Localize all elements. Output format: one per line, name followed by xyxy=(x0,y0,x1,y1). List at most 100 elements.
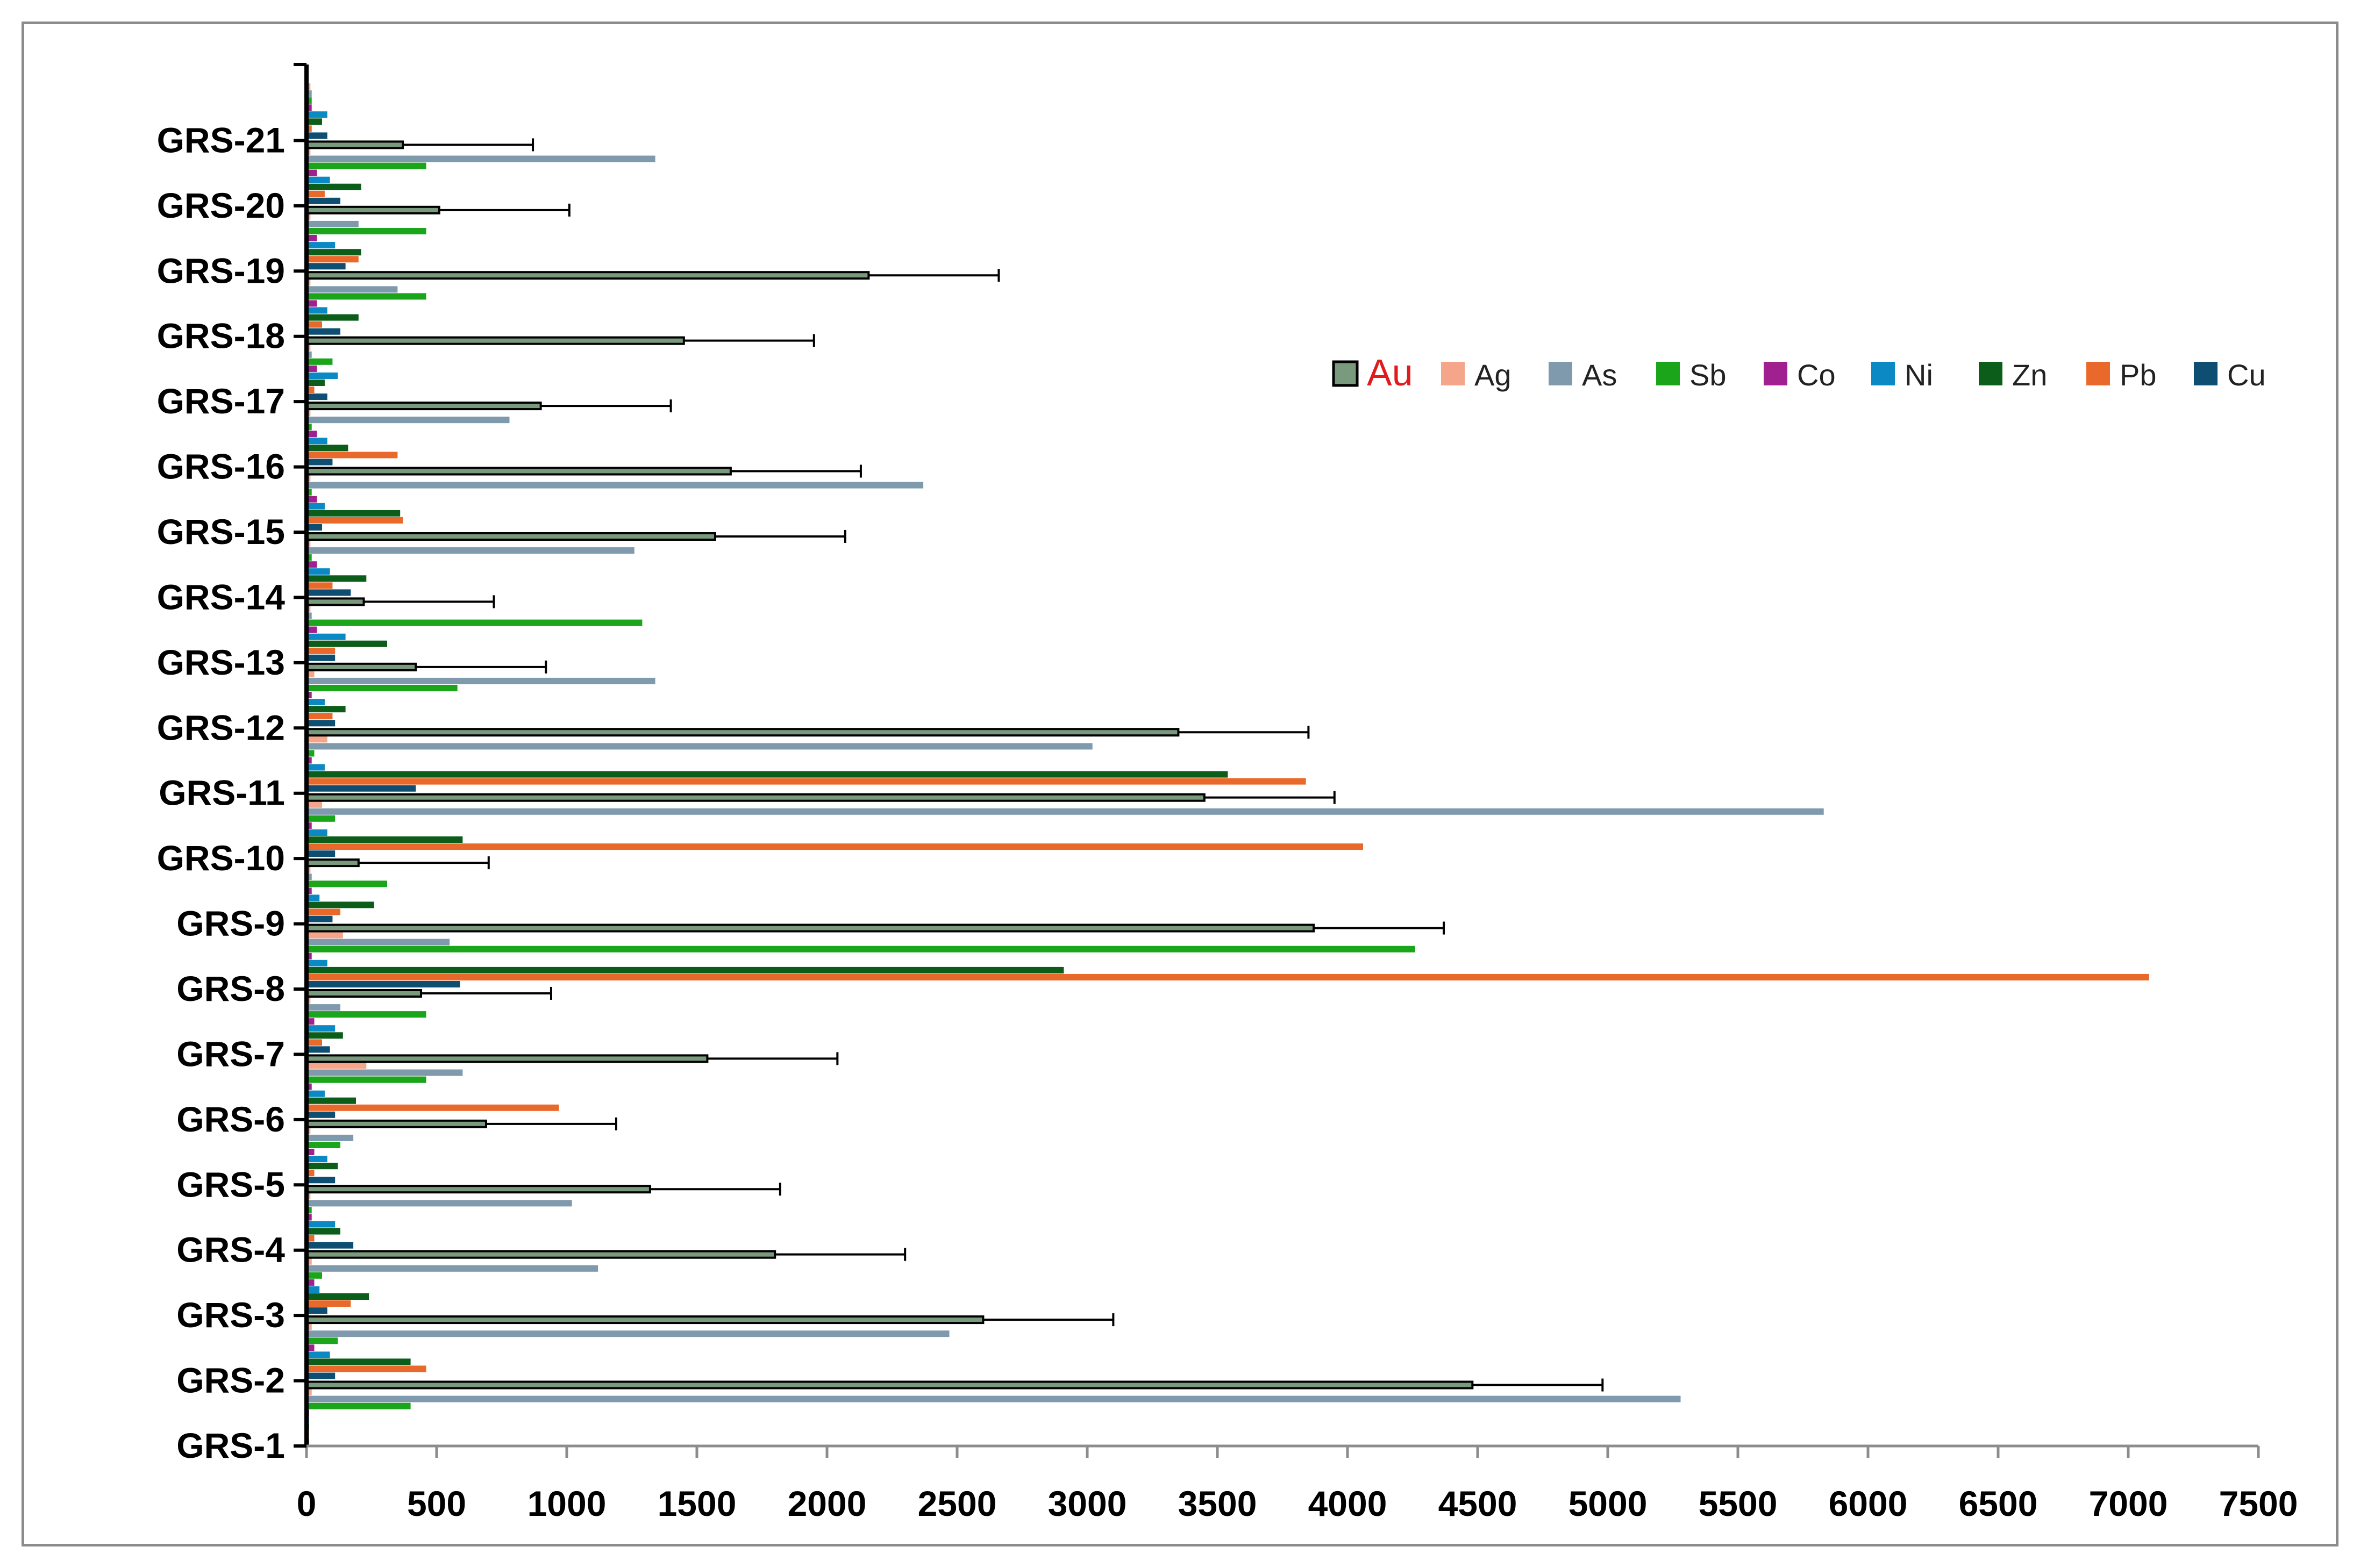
x-tick-labels: 0 500 1000 1500 2000 2500 3000 3500 4000 4500 5000… xyxy=(297,1484,2298,1523)
y-tick-label: GRS-14 xyxy=(157,577,286,617)
bar-zn-grs-14 xyxy=(306,575,367,582)
bar-ni-grs-19 xyxy=(306,242,336,249)
legend-swatch-cu xyxy=(2194,362,2218,385)
legend-label-au: Au xyxy=(1367,352,1413,393)
bar-co-grs-15 xyxy=(306,496,317,503)
bar-au-grs-18 xyxy=(305,271,870,280)
bar-sb-grs-5 xyxy=(306,1142,340,1148)
bar-zn-grs-9 xyxy=(306,901,374,908)
y-tick-label: GRS-18 xyxy=(157,316,285,356)
bar-as-grs-20 xyxy=(306,155,655,162)
bar-ni-grs-17 xyxy=(306,373,338,379)
bar-cu-grs-15 xyxy=(306,524,322,531)
bar-sb-grs-21 xyxy=(306,97,312,104)
y-tick-label: GRS-7 xyxy=(176,1034,285,1073)
bar-au-grs-7 xyxy=(305,989,422,998)
bar-cu-grs-8 xyxy=(306,981,460,987)
x-tick-label: 1500 xyxy=(658,1484,737,1523)
bar-sb-grs-19 xyxy=(306,228,426,234)
bar-co-grs-4 xyxy=(306,1214,312,1221)
bar-pb-grs-8 xyxy=(306,973,2149,980)
bar-as-grs-19 xyxy=(306,220,359,227)
bar-ag-grs-3 xyxy=(306,1258,312,1265)
bar-sb-grs-9 xyxy=(306,880,387,887)
bar-pb-grs-16 xyxy=(306,452,398,459)
bar-cu-grs-5 xyxy=(306,1177,336,1184)
y-tick-label: GRS-3 xyxy=(176,1295,285,1335)
x-tick-label: 6000 xyxy=(1829,1484,1908,1523)
bar-pb-grs-10 xyxy=(306,843,1363,850)
bar-sb-grs-13 xyxy=(306,619,643,626)
bar-pb-grs-12 xyxy=(306,713,333,720)
bar-co-grs-9 xyxy=(306,887,312,894)
bar-as-grs-5 xyxy=(306,1134,354,1141)
bar-co-grs-8 xyxy=(306,953,312,960)
bar-as-grs-3 xyxy=(306,1265,598,1272)
bar-ni-grs-3 xyxy=(306,1286,320,1293)
bar-pb-grs-6 xyxy=(306,1104,559,1111)
x-tick-label: 5000 xyxy=(1568,1484,1648,1523)
bar-cu-grs-11 xyxy=(306,785,416,792)
legend-label-ag: Ag xyxy=(1474,358,1511,392)
x-tick-label: 2500 xyxy=(918,1484,997,1523)
x-tick-label: 4000 xyxy=(1308,1484,1387,1523)
legend-swatch-as xyxy=(1549,362,1572,385)
axes-layer xyxy=(294,63,2260,1458)
x-tick-label: 0 xyxy=(297,1484,317,1523)
legend-swatch-ag xyxy=(1441,362,1465,385)
bar-ag-grs-8 xyxy=(306,932,343,939)
bar-co-grs-20 xyxy=(306,169,317,176)
bar-as-grs-11 xyxy=(306,743,1093,750)
bar-ni-grs-8 xyxy=(306,960,327,966)
bar-ni-grs-13 xyxy=(306,633,346,640)
bar-pb-grs-9 xyxy=(306,908,340,915)
x-tick-label: 5500 xyxy=(1699,1484,1778,1523)
y-tick-label: GRS-15 xyxy=(157,512,285,552)
bar-pb-grs-21 xyxy=(306,125,312,132)
bar-as-grs-18 xyxy=(306,286,398,293)
bar-zn-grs-17 xyxy=(306,380,325,386)
bar-co-grs-10 xyxy=(306,822,312,829)
bar-co-grs-17 xyxy=(306,365,317,372)
x-tick-label: 1000 xyxy=(527,1484,607,1523)
y-tick-label: GRS-9 xyxy=(176,904,285,943)
bar-au-grs-2 xyxy=(305,1315,985,1324)
bar-as-grs-8 xyxy=(306,939,450,946)
legend-swatch-pb xyxy=(2086,362,2110,385)
bar-zn-grs-4 xyxy=(306,1228,340,1235)
legend-label-ni: Ni xyxy=(1905,358,1933,392)
bar-sb-grs-18 xyxy=(306,293,426,300)
legend-swatch-co xyxy=(1764,362,1787,385)
bar-au-grs-3 xyxy=(305,1250,776,1259)
bar-cu-grs-21 xyxy=(306,132,327,139)
bar-cu-grs-4 xyxy=(306,1242,354,1249)
y-tick-label: GRS-2 xyxy=(176,1361,285,1400)
bar-pb-grs-3 xyxy=(306,1300,351,1307)
bar-ni-grs-18 xyxy=(306,307,327,314)
x-tick-label: 2000 xyxy=(788,1484,867,1523)
bar-zn-grs-20 xyxy=(306,183,361,190)
x-tick-label: 7500 xyxy=(2219,1484,2298,1523)
bar-au-grs-12 xyxy=(305,662,417,671)
bar-co-grs-19 xyxy=(306,235,317,241)
bar-sb-grs-16 xyxy=(306,424,312,431)
bar-ni-grs-9 xyxy=(306,894,320,901)
bar-ni-grs-4 xyxy=(306,1221,336,1228)
bar-as-grs-1 xyxy=(306,1395,1681,1402)
bar-pb-grs-11 xyxy=(306,778,1306,785)
bar-sb-grs-12 xyxy=(306,685,458,691)
bar-au-grs-10 xyxy=(305,793,1206,802)
bar-as-grs-16 xyxy=(306,417,510,424)
bar-cu-grs-6 xyxy=(306,1111,336,1118)
bar-cu-grs-10 xyxy=(306,850,336,857)
bar-ni-grs-20 xyxy=(306,176,330,183)
bar-co-grs-11 xyxy=(306,757,312,764)
bar-ni-grs-7 xyxy=(306,1025,336,1032)
x-tick-label: 3000 xyxy=(1048,1484,1127,1523)
bar-ni-grs-6 xyxy=(306,1090,325,1097)
bar-zn-grs-7 xyxy=(306,1032,343,1039)
bar-sb-grs-4 xyxy=(306,1207,312,1214)
bar-cu-grs-20 xyxy=(306,197,340,204)
bar-zn-grs-8 xyxy=(306,966,1064,973)
x-tick-label: 500 xyxy=(407,1484,466,1523)
